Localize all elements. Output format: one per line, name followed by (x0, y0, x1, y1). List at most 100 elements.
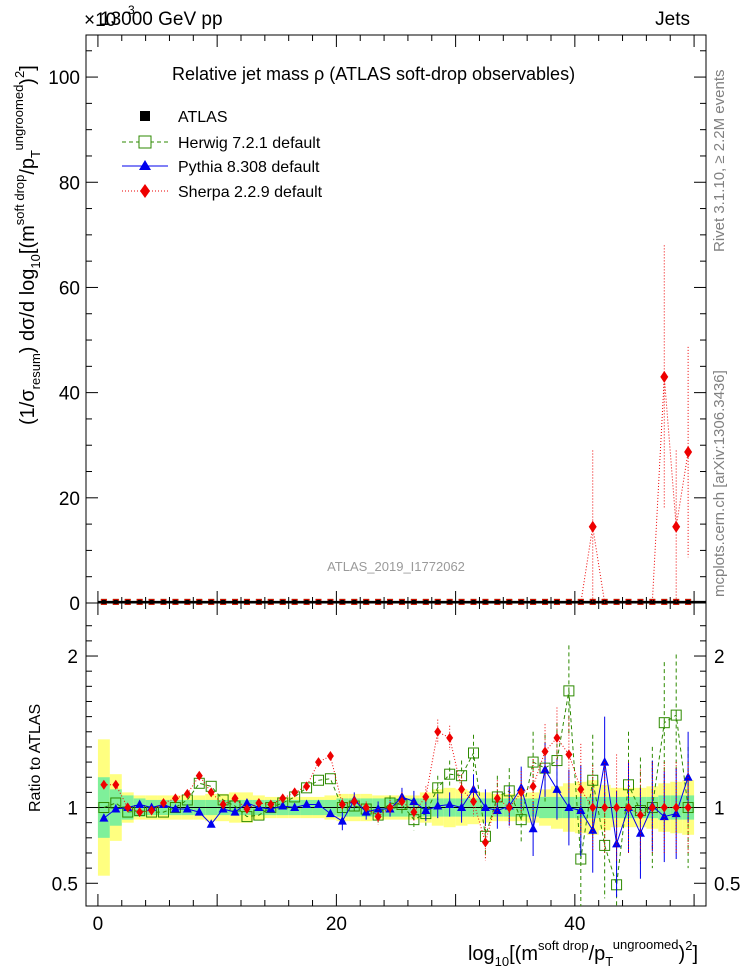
herwig-ratio-point (515, 814, 527, 826)
herwig-ratio-point (432, 782, 444, 794)
sherpa-ratio-point (422, 791, 430, 802)
legend: ATLAS Herwig 7.2.1 default Pythia 8.308 … (122, 109, 323, 201)
pythia-ratio-point (182, 804, 192, 813)
herwig-ratio-point (313, 774, 324, 786)
herwig-ratio-point (599, 839, 611, 851)
sherpa-ratio-point (124, 802, 132, 813)
pythia-ratio-point (337, 816, 347, 825)
ratio-y-tick-label-right: 0.5 (714, 874, 740, 895)
legend-sherpa-marker (140, 184, 150, 198)
sherpa-ratio-point (660, 802, 668, 813)
sherpa-ratio-point (529, 781, 537, 792)
main-ticks: 0 20 40 60 80 100 (48, 35, 706, 615)
sherpa-ratio-point (434, 726, 442, 737)
main-y-tick-label: 40 (59, 384, 80, 405)
sherpa-ratio-point (672, 802, 680, 813)
sherpa-ratio-point (279, 793, 287, 804)
pythia-ratio-point (206, 819, 216, 828)
pythia-ratio-point (540, 764, 550, 774)
main-y-tick-label: 100 (48, 68, 80, 89)
main-y-tick-label: 0 (69, 594, 80, 615)
ratio-y-tick-label: 0.5 (52, 874, 78, 895)
herwig-ratio-point (527, 756, 539, 768)
sherpa-ratio-point (195, 770, 203, 781)
main-panel: 0 20 40 60 80 100 Relative jet mass ρ (ATLAS … (11, 34, 707, 615)
y-exponent: ×10 (84, 10, 116, 31)
sherpa-main-point (672, 520, 681, 533)
sherpa-ratio-point (541, 746, 549, 757)
sherpa-ratio-point (291, 787, 299, 798)
sherpa-ratio-point (362, 802, 370, 813)
pythia-ratio-point (135, 799, 145, 808)
ratio-y-tick-label: 2 (67, 647, 78, 668)
sherpa-ratio-point (505, 802, 513, 813)
herwig-ratio-point (670, 709, 682, 721)
pythia-ratio-point (302, 799, 312, 808)
pythia-ratio-point (445, 799, 455, 808)
sherpa-ratio-point (684, 802, 692, 813)
watermark: ATLAS_2019_I1772062 (327, 559, 465, 574)
sherpa-ratio-point (565, 749, 573, 760)
pythia-ratio-point (588, 825, 598, 834)
ratio-y-tick-label-right: 1 (714, 799, 725, 820)
legend-herwig-label: Herwig 7.2.1 default (178, 135, 321, 152)
sherpa-ratio-point (589, 802, 597, 813)
sherpa-ratio-point (338, 799, 346, 810)
pythia-ratio-point (194, 807, 204, 816)
herwig-ratio-point (658, 717, 670, 729)
sherpa-ratio-point (303, 781, 311, 792)
herwig-ratio-line (103, 690, 689, 885)
pythia-ratio-point (600, 757, 610, 766)
pythia-ratio-point (99, 813, 109, 822)
sherpa-main-point (684, 446, 693, 459)
header-left: 13000 GeV pp (100, 9, 223, 30)
sherpa-ratio-point (136, 807, 144, 818)
sherpa-ratio-point (577, 784, 585, 795)
sherpa-ratio-point (517, 787, 525, 798)
ratio-x-tick-label: 40 (564, 914, 585, 935)
sherpa-ratio-point (636, 810, 644, 821)
sherpa-main-point (588, 520, 597, 533)
ratio-marks (98, 645, 694, 906)
sherpa-ratio-point (207, 787, 215, 798)
sherpa-ratio-point (148, 805, 156, 816)
sherpa-main-point (660, 370, 669, 383)
herwig-ratio-point (98, 802, 110, 814)
ratio-y-label: Ratio to ATLAS (27, 704, 44, 812)
pythia-ratio-point (576, 805, 586, 815)
sherpa-ratio-point (386, 802, 394, 813)
pythia-ratio-point (433, 801, 443, 810)
pythia-ratio-point (612, 838, 622, 848)
sherpa-ratio-point (267, 799, 275, 810)
sherpa-ratio-point (613, 802, 621, 813)
legend-atlas-marker (140, 111, 150, 121)
header-right: Jets (655, 9, 690, 30)
sherpa-ratio-point (410, 807, 418, 818)
main-y-label: (1/σresum) dσ/d log10[(msoft drop/pTungr… (11, 65, 43, 425)
sherpa-ratio-point (100, 779, 108, 790)
herwig-ratio-point (456, 770, 468, 782)
main-title: Relative jet mass ρ (ATLAS soft-drop obs… (172, 64, 575, 84)
sherpa-ratio-point (326, 751, 334, 762)
sherpa-ratio-point (231, 793, 239, 804)
sherpa-ratio-point (458, 784, 466, 795)
pythia-ratio-point (457, 802, 467, 812)
rivet-label: Rivet 3.1.10, ≥ 2.2M events (711, 70, 728, 253)
sherpa-ratio-point (470, 796, 477, 807)
sherpa-ratio-point (398, 796, 406, 807)
pythia-ratio-point (421, 805, 431, 815)
sherpa-main-line (580, 376, 689, 604)
ratio-y-tick-label: 1 (67, 799, 78, 820)
pythia-ratio-point (671, 808, 681, 818)
ratio-x-tick-label: 20 (326, 914, 347, 935)
sherpa-ratio-point (493, 793, 501, 804)
sherpa-ratio-point (374, 811, 382, 822)
sherpa-ratio-point (648, 802, 656, 813)
pythia-ratio-point (373, 804, 383, 813)
ratio-y-tick-label-right: 2 (714, 647, 725, 668)
sherpa-ratio-point (601, 802, 609, 813)
legend-sherpa-label: Sherpa 2.2.9 default (178, 184, 323, 201)
main-y-tick-label: 20 (59, 489, 80, 510)
pythia-ratio-point (659, 811, 669, 821)
